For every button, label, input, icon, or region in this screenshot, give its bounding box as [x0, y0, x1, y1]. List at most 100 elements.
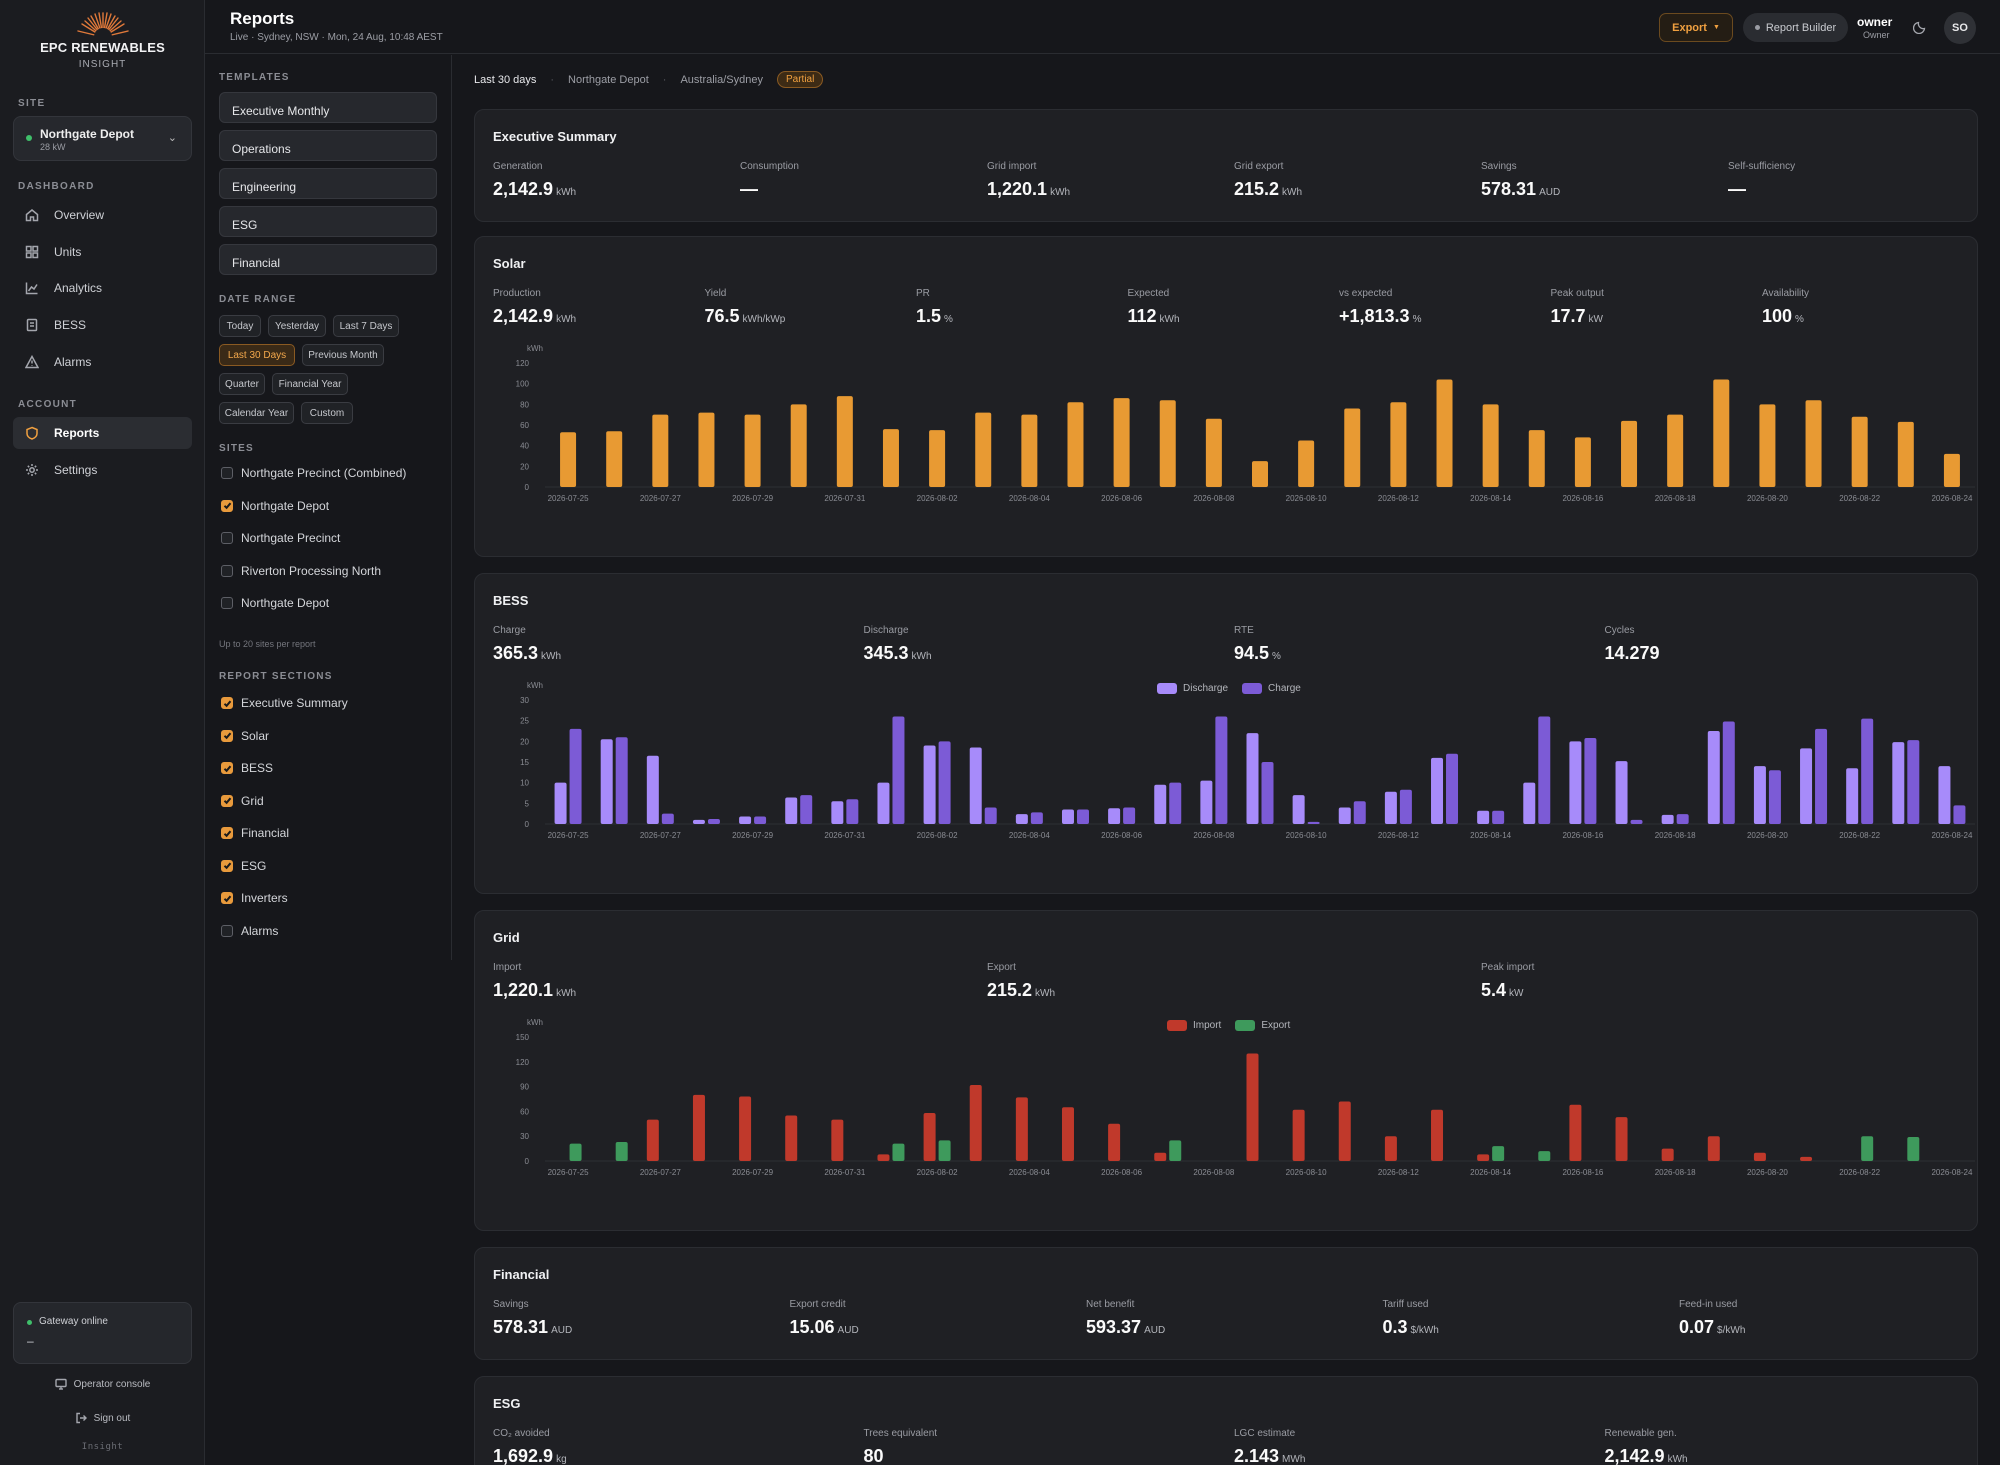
charge-bar[interactable] — [1076, 809, 1089, 824]
date-range-calendar-year[interactable]: Calendar Year — [219, 402, 294, 424]
discharge-bar[interactable] — [1015, 814, 1028, 824]
discharge-bar[interactable] — [1707, 731, 1720, 824]
import-bar[interactable] — [785, 1115, 798, 1161]
value-bar[interactable] — [975, 412, 992, 487]
discharge-bar[interactable] — [831, 801, 844, 824]
sidebar-item-bess[interactable]: BESS — [13, 309, 192, 341]
sidebar-item-reports[interactable]: Reports — [13, 417, 192, 449]
export-bar[interactable] — [1907, 1137, 1920, 1161]
import-bar[interactable] — [1707, 1136, 1720, 1161]
discharge-bar[interactable] — [739, 816, 752, 824]
discharge-bar[interactable] — [1800, 748, 1813, 824]
export-bar[interactable] — [1538, 1151, 1551, 1161]
checkbox-box[interactable] — [221, 729, 233, 742]
value-bar[interactable] — [1759, 404, 1776, 487]
charge-bar[interactable] — [1123, 807, 1136, 824]
checkbox-box[interactable] — [221, 827, 233, 839]
charge-bar[interactable] — [1353, 801, 1366, 824]
site-selector[interactable]: Northgate Depot 28 kW ⌄ — [13, 116, 192, 161]
discharge-bar[interactable] — [692, 819, 705, 824]
value-bar[interactable] — [1528, 430, 1545, 487]
discharge-bar[interactable] — [785, 797, 798, 824]
import-bar[interactable] — [877, 1154, 890, 1161]
operator-console-link[interactable]: Operator console — [0, 1378, 205, 1390]
value-bar[interactable] — [882, 429, 899, 487]
discharge-bar[interactable] — [1154, 784, 1167, 824]
brand-logo[interactable]: EPC RENEWABLES INSIGHT — [0, 10, 205, 70]
charge-bar[interactable] — [1907, 740, 1920, 824]
report-section-checkbox[interactable]: BESS — [221, 761, 273, 775]
checkbox-box[interactable] — [221, 499, 233, 512]
import-bar[interactable] — [1477, 1154, 1490, 1161]
value-bar[interactable] — [929, 430, 946, 487]
charge-bar[interactable] — [1815, 728, 1828, 824]
value-bar[interactable] — [836, 396, 853, 487]
import-bar[interactable] — [1338, 1101, 1351, 1161]
report-section-checkbox[interactable]: Alarms — [221, 924, 278, 938]
discharge-bar[interactable] — [1846, 768, 1859, 824]
export-bar[interactable] — [569, 1143, 582, 1161]
charge-bar[interactable] — [615, 737, 628, 824]
charge-bar[interactable] — [1169, 782, 1182, 824]
import-bar[interactable] — [1154, 1152, 1167, 1161]
charge-bar[interactable] — [754, 816, 767, 824]
template-financial[interactable]: Financial — [219, 244, 437, 275]
sidebar-item-alarms[interactable]: Alarms — [13, 346, 192, 378]
sign-out-link[interactable]: Sign out — [0, 1412, 205, 1424]
discharge-bar[interactable] — [1938, 766, 1951, 824]
checkbox-box[interactable] — [221, 564, 233, 577]
import-bar[interactable] — [1753, 1152, 1766, 1161]
discharge-bar[interactable] — [646, 755, 659, 824]
charge-bar[interactable] — [1030, 812, 1043, 824]
date-range-quarter[interactable]: Quarter — [219, 373, 265, 395]
charge-bar[interactable] — [1446, 753, 1459, 824]
charge-bar[interactable] — [1722, 721, 1735, 824]
value-bar[interactable] — [1574, 437, 1591, 487]
charge-bar[interactable] — [1399, 789, 1412, 824]
export-bar[interactable] — [1492, 1146, 1505, 1161]
value-bar[interactable] — [1943, 453, 1960, 487]
report-builder-button[interactable]: Report Builder — [1743, 13, 1848, 42]
template-engineering[interactable]: Engineering — [219, 168, 437, 199]
date-range-last-7-days[interactable]: Last 7 Days — [333, 315, 399, 337]
value-bar[interactable] — [790, 404, 807, 487]
value-bar[interactable] — [1159, 400, 1176, 487]
import-bar[interactable] — [1661, 1148, 1674, 1161]
import-bar[interactable] — [1015, 1097, 1028, 1161]
charge-bar[interactable] — [938, 741, 951, 824]
charge-bar[interactable] — [1307, 821, 1320, 824]
import-bar[interactable] — [923, 1113, 936, 1161]
value-bar[interactable] — [1021, 414, 1038, 487]
discharge-bar[interactable] — [1477, 810, 1490, 824]
discharge-bar[interactable] — [969, 747, 982, 824]
value-bar[interactable] — [606, 431, 623, 487]
template-esg[interactable]: ESG — [219, 206, 437, 237]
import-bar[interactable] — [1431, 1109, 1444, 1161]
discharge-bar[interactable] — [1292, 795, 1305, 824]
discharge-bar[interactable] — [1569, 741, 1582, 824]
moon-icon[interactable] — [1912, 18, 1929, 39]
report-section-checkbox[interactable]: ESG — [221, 859, 266, 873]
discharge-bar[interactable] — [1431, 757, 1444, 824]
charge-bar[interactable] — [707, 819, 720, 824]
value-bar[interactable] — [560, 432, 577, 487]
site-checkbox[interactable]: Northgate Depot — [221, 596, 329, 610]
charge-bar[interactable] — [569, 728, 582, 824]
value-bar[interactable] — [1851, 416, 1868, 487]
charge-bar[interactable] — [1584, 738, 1597, 824]
export-bar[interactable] — [892, 1143, 905, 1161]
checkbox-box[interactable] — [221, 532, 233, 544]
charge-bar[interactable] — [1538, 716, 1551, 824]
value-bar[interactable] — [1344, 408, 1361, 487]
template-operations[interactable]: Operations — [219, 130, 437, 161]
import-bar[interactable] — [739, 1096, 752, 1161]
discharge-bar[interactable] — [1661, 814, 1674, 824]
value-bar[interactable] — [1113, 398, 1130, 487]
discharge-bar[interactable] — [600, 739, 613, 824]
charge-bar[interactable] — [1630, 819, 1643, 824]
charge-bar[interactable] — [1676, 814, 1689, 824]
report-section-checkbox[interactable]: Inverters — [221, 891, 288, 905]
value-bar[interactable] — [652, 414, 669, 487]
charge-bar[interactable] — [1861, 718, 1874, 824]
value-bar[interactable] — [744, 414, 761, 487]
